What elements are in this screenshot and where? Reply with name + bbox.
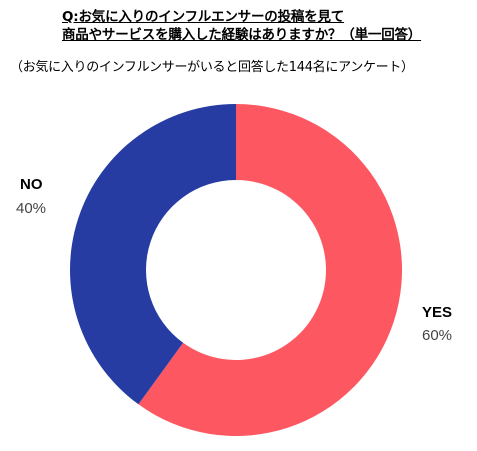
chart-subtitle: （お気に入りのインフルンサーがいると回答した144名にアンケート） — [10, 60, 414, 75]
chart-title: Q:お気に入りのインフルエンサーの投稿を見て 商品やサービスを購入した経験はあり… — [62, 8, 462, 44]
slice-label-no: NO — [20, 176, 43, 193]
donut-slice-yes — [138, 104, 403, 436]
slice-value-yes: 60% — [422, 327, 453, 344]
donut-slice-no — [70, 104, 236, 405]
chart-title-line-2: 商品やサービスを購入した経験はありますか？（単一回答） — [62, 27, 422, 43]
slice-value-no: 40% — [16, 200, 47, 217]
chart-title-line-1: Q:お気に入りのインフルエンサーの投稿を見て — [62, 9, 345, 25]
slice-label-yes: YES — [422, 304, 453, 321]
